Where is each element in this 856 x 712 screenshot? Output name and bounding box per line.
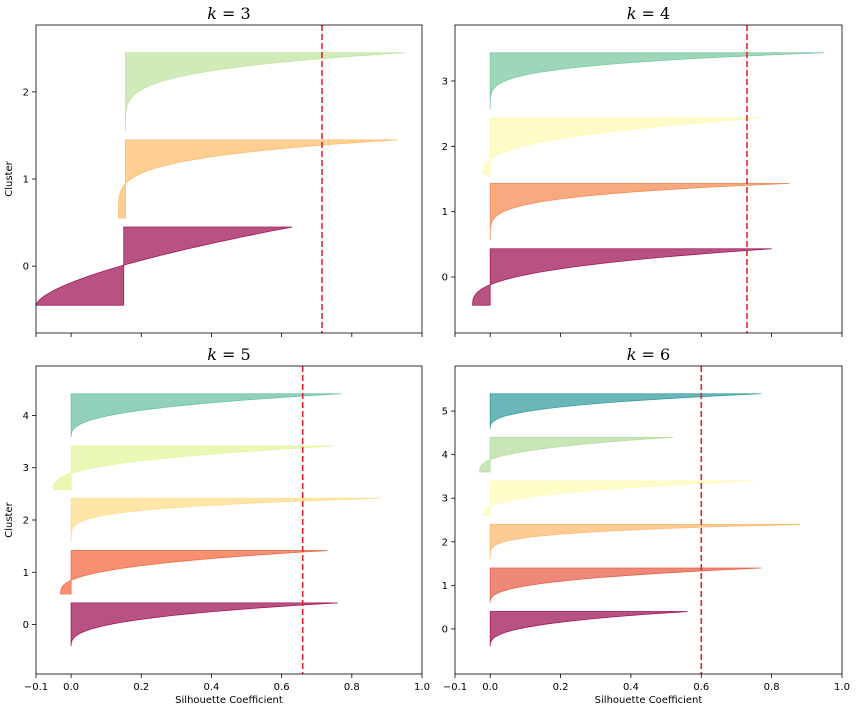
- x-tick-label: 0.4: [204, 682, 220, 693]
- y-tick-label: 0: [442, 273, 448, 284]
- silhouette-band-cluster-2: [70, 497, 380, 542]
- chart-title: k = 6: [627, 345, 670, 364]
- y-tick-label: 1: [442, 207, 448, 218]
- silhouette-band-cluster-3: [482, 480, 755, 516]
- axes-frame: [454, 365, 843, 675]
- x-tick-label: 0.6: [274, 682, 290, 693]
- y-tick-label: 3: [442, 494, 448, 505]
- y-tick-label: 3: [23, 463, 29, 474]
- x-tick-label: 0.2: [133, 682, 149, 693]
- x-tick-label: 0.0: [63, 682, 79, 693]
- chart-panel-2: 0 1 2 3 k = 4: [442, 4, 843, 337]
- silhouette-band-cluster-2: [489, 524, 800, 560]
- silhouette-band-cluster-1: [60, 550, 328, 595]
- y-tick-label: 3: [442, 76, 448, 87]
- x-tick-label: 0.2: [553, 682, 569, 693]
- y-tick-label: 4: [23, 411, 29, 422]
- x-tick-label: 0.0: [482, 682, 498, 693]
- x-tick-label: 0.6: [693, 682, 709, 693]
- y-tick-label: 4: [442, 450, 448, 461]
- silhouette-band-cluster-0: [472, 248, 772, 306]
- chart-title: k = 4: [627, 4, 670, 23]
- y-tick-label: 2: [442, 537, 448, 548]
- y-tick-label: 5: [442, 407, 448, 418]
- x-axis-label: Silhouette Coefficient: [175, 695, 283, 706]
- chart-panel-4: 0 1 2 3 4 5 −0.1 0.0 0.2 0.4 0.6 0.8 1.0 k = 6 Silhoue…: [442, 345, 850, 706]
- silhouette-band-cluster-0: [35, 226, 293, 306]
- y-tick-label: 1: [442, 581, 448, 592]
- silhouette-band-cluster-0: [70, 602, 338, 647]
- y-tick-label: 0: [23, 262, 29, 273]
- silhouette-band-cluster-3: [489, 52, 825, 110]
- y-tick-label: 1: [23, 568, 29, 579]
- axes-frame: [454, 24, 843, 334]
- x-tick-label: 0.4: [623, 682, 639, 693]
- silhouette-band-cluster-2: [482, 117, 762, 175]
- x-tick-label: 1.0: [834, 682, 850, 693]
- y-tick-label: 0: [442, 624, 448, 635]
- silhouette-band-cluster-2: [125, 52, 405, 132]
- silhouette-band-cluster-1: [489, 567, 762, 603]
- chart-panel-3: 0 1 2 3 4 −0.1 0.0 0.2 0.4 0.6 0.8 1.0 k = 5 Cluster S…: [4, 345, 430, 706]
- y-tick-label: 0: [23, 620, 29, 631]
- silhouette-band-cluster-5: [489, 393, 762, 429]
- axes-frame: [35, 365, 423, 675]
- y-tick-label: 2: [442, 142, 448, 153]
- y-tick-label: 1: [23, 175, 29, 186]
- silhouette-band-cluster-3: [53, 445, 335, 490]
- y-axis-label: Cluster: [4, 501, 15, 537]
- axes-frame: [35, 24, 423, 334]
- silhouette-band-cluster-1: [489, 183, 790, 240]
- chart-title: k = 3: [207, 4, 250, 23]
- x-tick-label: −0.1: [24, 682, 48, 693]
- silhouette-band-cluster-1: [118, 139, 398, 219]
- silhouette-band-cluster-4: [70, 393, 342, 438]
- silhouette-band-cluster-4: [479, 436, 674, 473]
- y-tick-label: 2: [23, 516, 29, 527]
- y-tick-label: 2: [23, 87, 29, 98]
- chart-title: k = 5: [207, 345, 250, 364]
- y-axis-label: Cluster: [4, 160, 15, 196]
- silhouette-band-cluster-0: [489, 611, 688, 647]
- x-tick-label: 1.0: [414, 682, 430, 693]
- chart-panel-1: 0 1 2 k = 3 Cluster: [4, 4, 423, 337]
- x-axis-label: Silhouette Coefficient: [595, 695, 703, 706]
- x-tick-label: 0.8: [764, 682, 780, 693]
- x-tick-label: 0.8: [344, 682, 360, 693]
- x-tick-label: −0.1: [443, 682, 467, 693]
